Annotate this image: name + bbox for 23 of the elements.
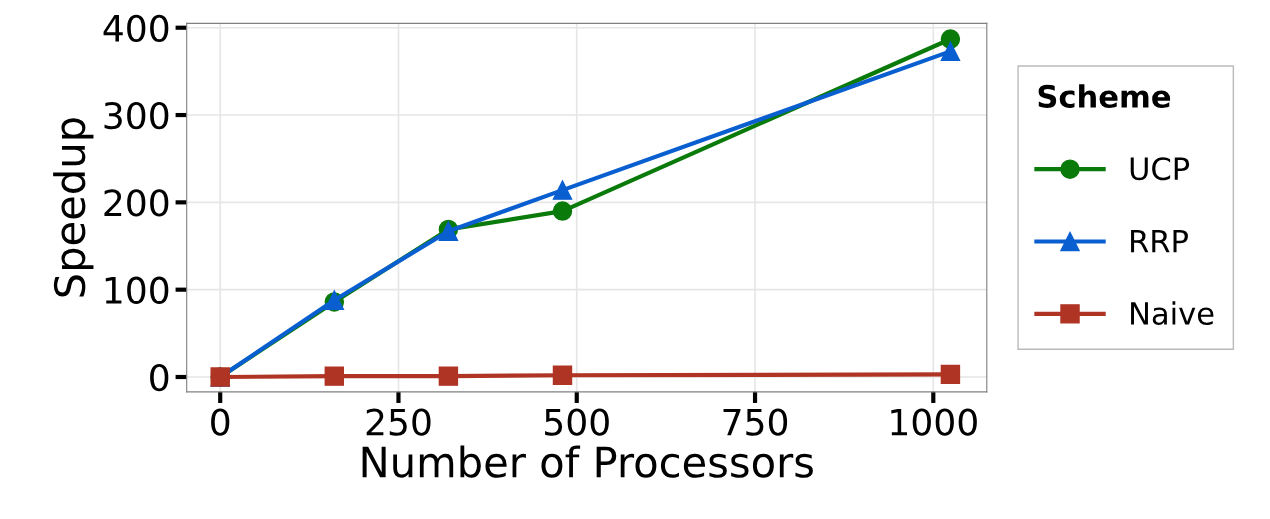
x-tick-label: 500 <box>545 408 609 436</box>
legend-title: Scheme <box>1038 84 1171 108</box>
point <box>940 364 961 385</box>
legend-label: UCP <box>1130 157 1190 181</box>
y-tick-label: 300 <box>104 101 169 130</box>
y-tick-label: 200 <box>104 189 169 217</box>
point <box>552 180 573 200</box>
x-axis-title: Number of Processors <box>362 445 813 478</box>
legend-label: Naive <box>1131 301 1214 325</box>
point <box>940 41 961 62</box>
x-tick-label: 750 <box>723 408 788 436</box>
y-tick-label: 400 <box>103 14 169 42</box>
y-axis-title: Speedup <box>53 118 94 297</box>
point <box>552 365 573 385</box>
y-tick-label: 0 <box>150 363 169 392</box>
point <box>552 201 573 221</box>
point <box>324 366 345 386</box>
y-tick-label: 100 <box>105 276 169 304</box>
point <box>438 366 459 386</box>
x-tick-label: 250 <box>366 408 431 436</box>
x-tick-label: 0 <box>211 408 230 436</box>
legend-label: RRP <box>1131 229 1188 253</box>
x-tick-label: 1000 <box>891 408 977 436</box>
